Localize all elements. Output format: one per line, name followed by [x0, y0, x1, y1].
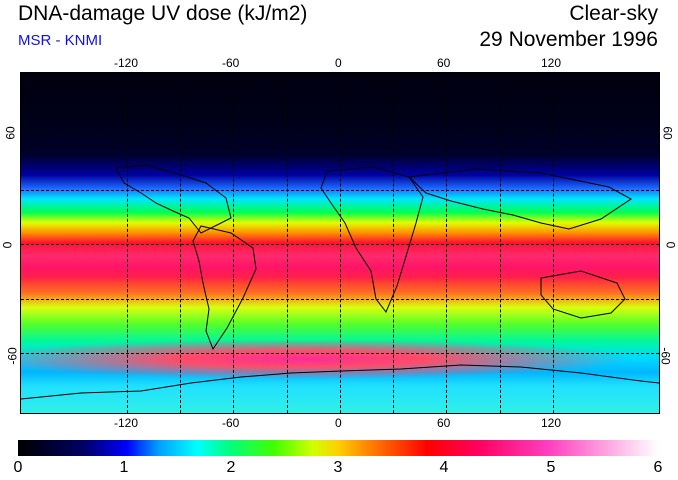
lon-tick-bottom-120: 120	[541, 416, 562, 430]
lat-tick-left-60: 60	[3, 126, 18, 140]
meridian--120	[127, 73, 128, 413]
subtitle: MSR - KNMI	[18, 32, 103, 49]
lat-tick-right--60: -60	[658, 347, 673, 365]
colorbar-label-3: 3	[333, 459, 343, 476]
lon-tick-top-120: 120	[541, 56, 562, 70]
uv-dose-map	[20, 72, 660, 414]
colorbar-label-0: 0	[13, 459, 23, 476]
parallel--60	[21, 353, 659, 354]
lat-tick-right-0: 0	[663, 241, 678, 249]
meridian-30	[393, 73, 394, 413]
meridian-90	[500, 73, 501, 413]
lon-tick-top--120: -120	[114, 56, 139, 70]
parallel-0	[21, 244, 659, 245]
colorbar-label-5: 5	[546, 459, 556, 476]
lat-tick-right-60: 60	[660, 126, 675, 140]
meridian--30	[287, 73, 288, 413]
lat-tick-left--60: -60	[5, 347, 20, 365]
parallel-60	[21, 135, 659, 136]
coastline-south-america	[192, 225, 257, 351]
lon-tick-bottom--60: -60	[222, 416, 240, 430]
coastline-africa-europe	[320, 166, 424, 313]
parallel--30	[21, 299, 659, 300]
meridian--90	[180, 73, 181, 413]
title: DNA-damage UV dose (kJ/m2)	[18, 2, 308, 25]
meridian-60	[446, 73, 447, 413]
meridian-120	[553, 73, 554, 413]
colorbar-label-6: 6	[653, 459, 663, 476]
coastline-north-america	[115, 164, 232, 234]
lon-tick-bottom-60: 60	[437, 416, 451, 430]
lat-tick-left-0: 0	[0, 241, 15, 249]
coastline-overlay	[21, 164, 659, 400]
condition-label: Clear-sky	[569, 2, 658, 25]
coastline-asia	[407, 168, 632, 230]
lon-tick-top-0: 0	[335, 56, 342, 70]
colorbar-label-2: 2	[226, 459, 236, 476]
date-label: 29 November 1996	[479, 28, 658, 51]
colorbar-label-4: 4	[439, 459, 449, 476]
meridian-0	[340, 73, 341, 413]
coastline-antarctica	[21, 364, 659, 400]
lon-tick-bottom-0: 0	[335, 416, 342, 430]
colorbar-label-1: 1	[119, 459, 129, 476]
lon-tick-top--60: -60	[222, 56, 240, 70]
uv-dose-colorbar	[18, 440, 658, 456]
parallel-30	[21, 190, 659, 191]
lon-tick-top-60: 60	[437, 56, 451, 70]
lon-tick-bottom--120: -120	[114, 416, 139, 430]
meridian--60	[233, 73, 234, 413]
